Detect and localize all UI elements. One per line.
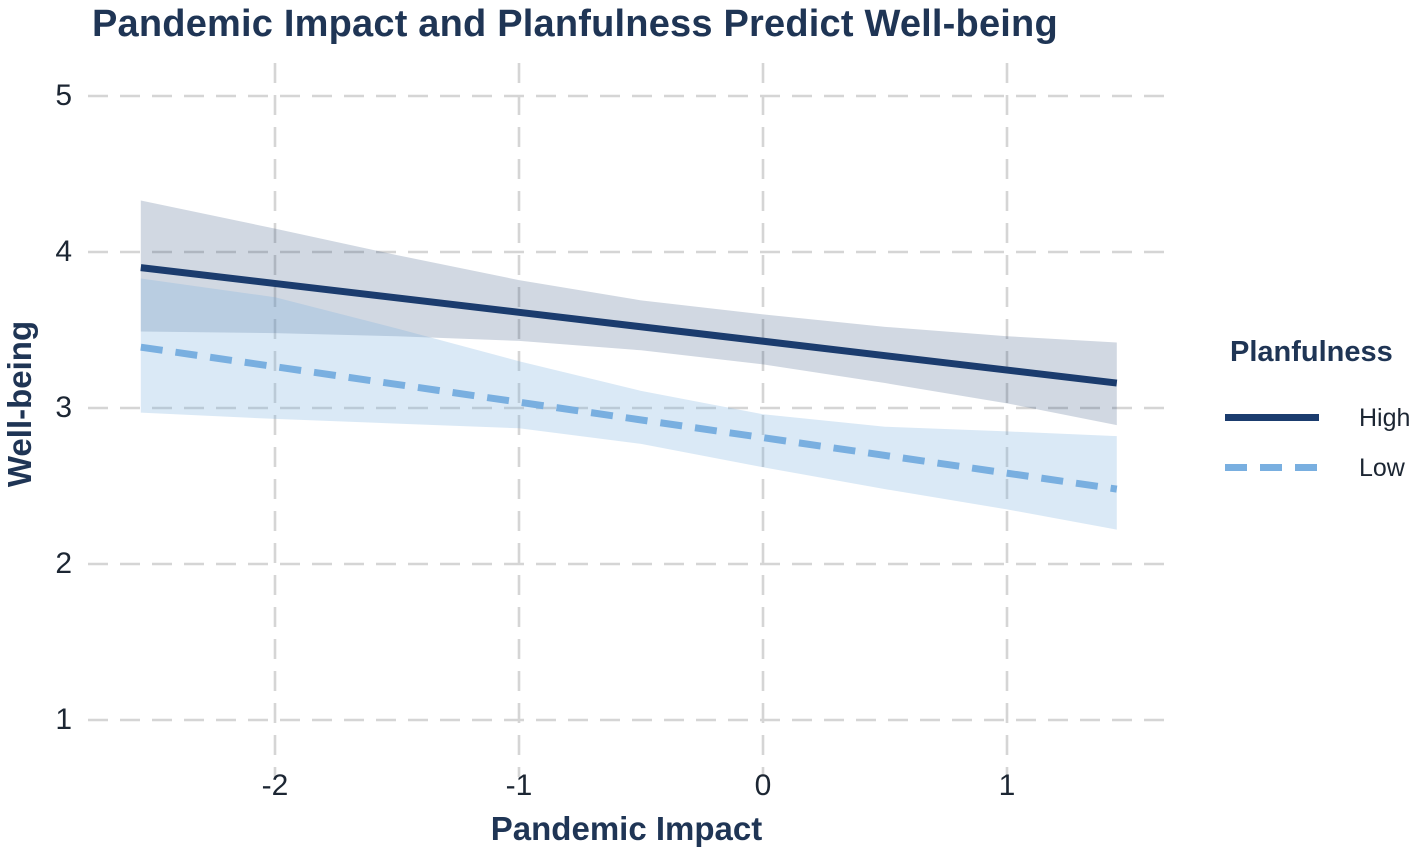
ci-ribbon-high: [140, 200, 1117, 426]
y-axis-title: Well-being: [1, 320, 38, 488]
trend-line-high: [140, 264, 1118, 387]
x-tick-label-1: 1: [998, 769, 1016, 802]
y-tick-label-3: 3: [55, 391, 72, 424]
y-tick-label-2: 2: [55, 547, 72, 580]
trend-line-low: [140, 343, 1118, 493]
x-axis-title: Pandemic Impact: [490, 810, 763, 847]
y-tick-label-5: 5: [55, 79, 72, 112]
chart-title: Pandemic Impact and Planfulness Predict …: [92, 3, 1058, 45]
y-tick-label-4: 4: [55, 235, 72, 268]
x-tick-label-0: 0: [754, 769, 772, 802]
x-tick-label--2: -2: [261, 769, 289, 802]
y-tick-label-1: 1: [55, 703, 72, 736]
ci-ribbon-low: [140, 278, 1117, 530]
x-tick-label--1: -1: [505, 769, 533, 802]
